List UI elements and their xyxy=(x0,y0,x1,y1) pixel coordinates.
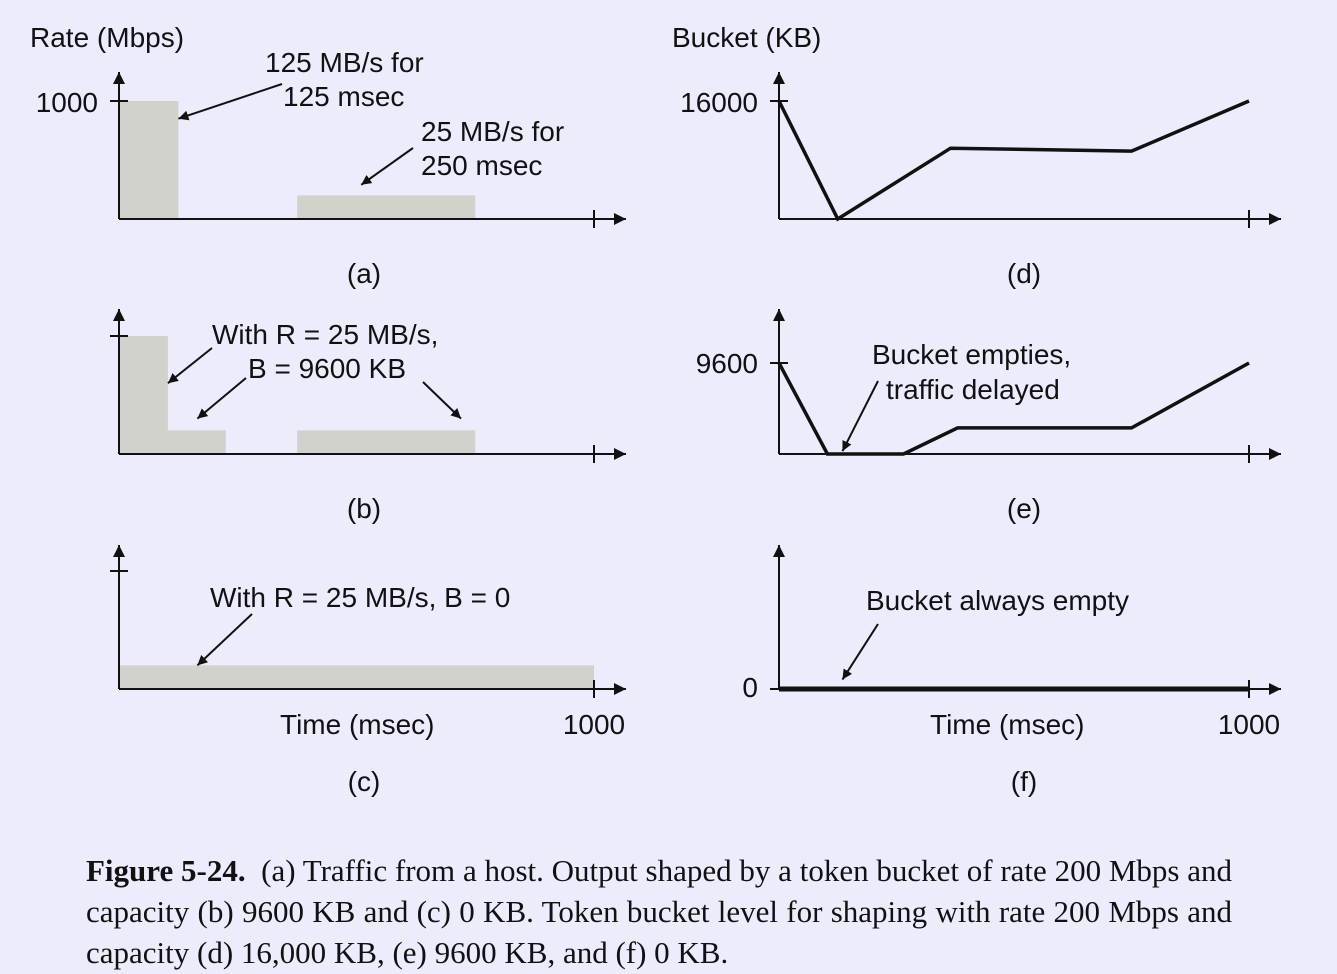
y-axis-title: Bucket (KB) xyxy=(672,22,821,53)
annotation-line: B = 9600 KB xyxy=(248,353,406,384)
annotation-arrow xyxy=(178,83,283,121)
panel-label: (e) xyxy=(1007,493,1041,524)
panel-b: With R = 25 MB/s, B = 9600 KB (b) xyxy=(110,309,626,524)
caption-text: (a) Traffic from a host. Output shaped b… xyxy=(86,853,1232,970)
panel-label: (b) xyxy=(347,493,381,524)
panel-c: With R = 25 MB/s, B = 0 Time (msec) 1000… xyxy=(110,545,626,797)
panel-f: 0 Bucket always empty Time (msec) 1000 (… xyxy=(742,545,1281,797)
annotation-line: With R = 25 MB/s, B = 0 xyxy=(210,582,510,613)
bucket-level-line xyxy=(777,361,1250,456)
panel-d: Bucket (KB) 16000 (d) xyxy=(672,22,1281,289)
tick-label: 16000 xyxy=(680,87,758,118)
panel-label: (f) xyxy=(1011,766,1037,797)
annotation-line: traffic delayed xyxy=(886,374,1060,405)
panel-a: Rate (Mbps) 1000 125 MB/s for 125 msec 2… xyxy=(30,22,626,289)
annotation-line: Bucket always empty xyxy=(866,585,1129,616)
annotation-arrow xyxy=(841,380,879,452)
annotation-line: 125 msec xyxy=(283,81,404,112)
annotation-line: With R = 25 MB/s, xyxy=(212,319,438,350)
tick-label: 1000 xyxy=(563,709,625,740)
annotation-arrow xyxy=(360,147,414,186)
y-axis-title: Rate (Mbps) xyxy=(30,22,184,53)
x-axis-title: Time (msec) xyxy=(930,709,1085,740)
rate-bar xyxy=(119,665,594,689)
token-bucket-figure: Rate (Mbps) 1000 125 MB/s for 125 msec 2… xyxy=(30,22,1281,797)
x-axis-title: Time (msec) xyxy=(280,709,435,740)
annotation-arrow xyxy=(422,381,462,420)
annotation-line: Bucket empties, xyxy=(872,339,1071,370)
panel-label: (d) xyxy=(1007,258,1041,289)
annotation-line: 125 MB/s for xyxy=(265,47,424,78)
annotation-arrow xyxy=(167,347,213,384)
rate-bar xyxy=(167,430,226,454)
annotation-arrow xyxy=(196,377,247,420)
annotation-line: 250 msec xyxy=(421,150,542,181)
rate-bar xyxy=(297,195,476,219)
rate-bar xyxy=(119,101,179,219)
caption-label: Figure 5-24. xyxy=(86,853,246,888)
annotation-arrow xyxy=(841,623,879,681)
tick-label: 1000 xyxy=(36,87,98,118)
figure-caption: Figure 5-24. (a) Traffic from a host. Ou… xyxy=(86,850,1232,973)
panel-e: 9600 Bucket empties, traffic delayed (e) xyxy=(696,309,1281,524)
rate-bar xyxy=(297,430,476,454)
tick-label: 0 xyxy=(742,672,758,703)
bucket-level-line xyxy=(777,99,1250,222)
rate-bar xyxy=(119,336,168,454)
annotation-line: 25 MB/s for xyxy=(421,116,564,147)
tick-label: 9600 xyxy=(696,348,758,379)
panel-label: (c) xyxy=(348,766,381,797)
tick-label: 1000 xyxy=(1218,709,1280,740)
panel-label: (a) xyxy=(347,258,381,289)
annotation-arrow xyxy=(196,613,253,667)
